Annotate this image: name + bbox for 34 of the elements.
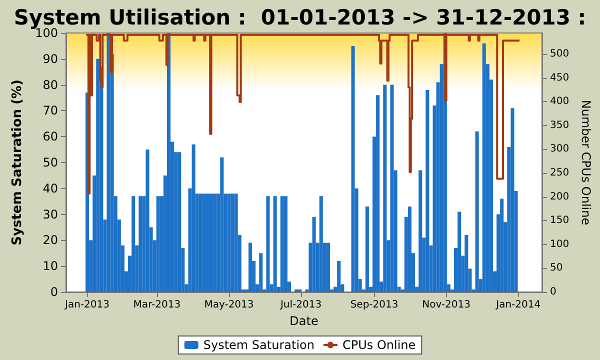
y-axis-title: System Saturation (%) <box>10 80 26 246</box>
x-tick-label: Nov-2013 <box>422 300 470 310</box>
y2-tick-label: 300 <box>550 144 570 155</box>
legend-label: System Saturation <box>203 338 314 352</box>
y2-tick-label: 250 <box>550 167 570 178</box>
x-tick-label: Mar-2013 <box>133 300 181 310</box>
y-tick-label: 0 <box>50 285 58 299</box>
x-axis-title: Date <box>290 314 318 328</box>
chart-title: System Utilisation : 01-01-2013 -> 31-12-2013 : <box>14 6 586 30</box>
y2-tick-label: 200 <box>550 191 570 202</box>
legend-label: CPUs Online <box>342 338 416 352</box>
y2-tick-label: 50 <box>550 262 563 274</box>
y-tick-label: 30 <box>42 207 58 222</box>
y-tick-label: 10 <box>42 259 58 274</box>
y-tick-label: 60 <box>42 130 58 144</box>
y-tick-label: 90 <box>42 52 58 66</box>
y-tick-label: 50 <box>42 156 58 170</box>
x-tick-label: Jan-2013 <box>64 300 110 310</box>
y-tick-label: 20 <box>42 233 58 248</box>
y2-tick-label: 350 <box>550 120 570 131</box>
y-tick-label: 70 <box>42 104 58 118</box>
y-tick-label: 40 <box>42 181 58 196</box>
x-tick-label: Jul-2013 <box>279 300 322 310</box>
x-tick-label: Sep-2013 <box>350 300 398 310</box>
y2-tick-label: 450 <box>550 72 570 84</box>
y-tick-label: 80 <box>42 78 58 92</box>
x-tick-label: Jan-2014 <box>495 300 541 310</box>
y2-tick-label: 100 <box>550 238 570 250</box>
y2-tick-label: 150 <box>550 215 570 226</box>
y2-axis-title: Number CPUs Online <box>579 100 593 226</box>
y2-tick-label: 400 <box>550 96 570 108</box>
x-tick-label: May-2013 <box>204 300 254 310</box>
y2-tick-label: 0 <box>550 286 556 298</box>
y2-tick-label: 500 <box>550 48 570 60</box>
